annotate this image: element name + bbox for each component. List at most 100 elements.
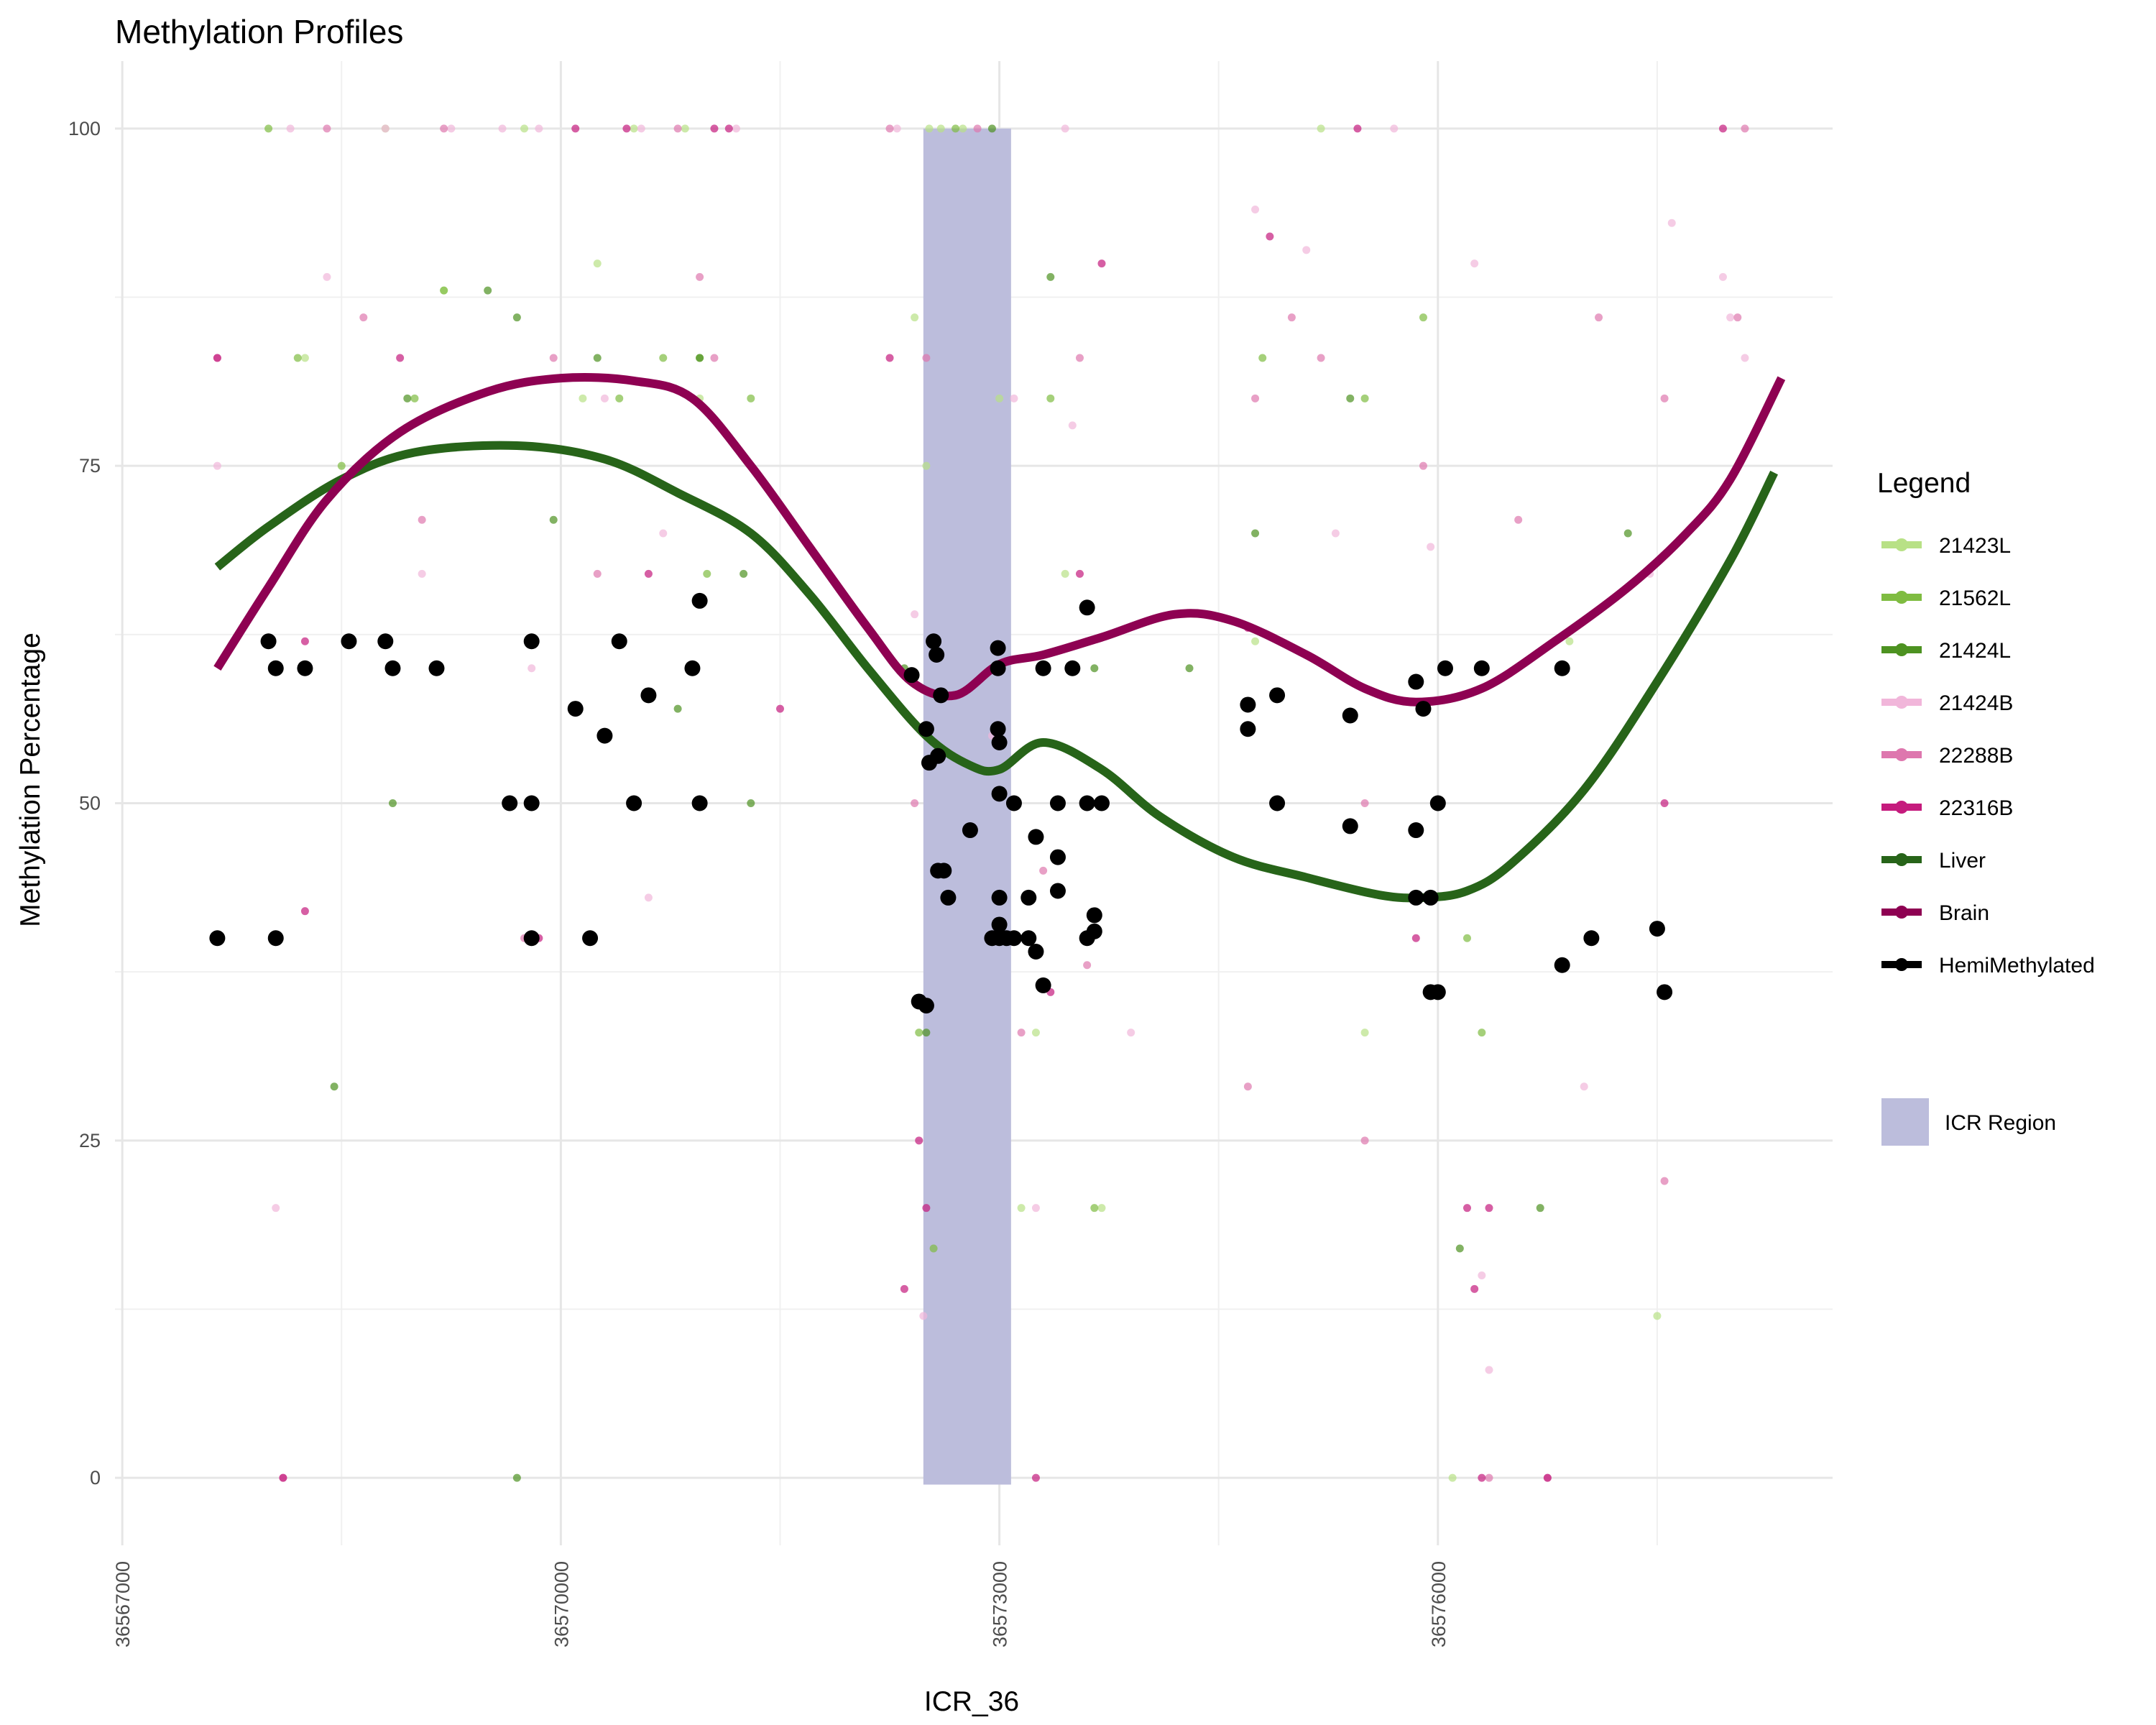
point-22288B <box>885 124 894 133</box>
point-hemimethylated <box>1028 944 1044 960</box>
point-22288B <box>1733 313 1742 322</box>
point-hemimethylated <box>962 822 978 839</box>
point-21424L <box>512 1473 521 1482</box>
x-axis-title: ICR_36 <box>924 1686 1019 1717</box>
point-21424L <box>987 124 996 133</box>
point-21562L <box>1419 313 1427 322</box>
point-hemimethylated <box>1049 849 1066 865</box>
point-hemimethylated <box>267 660 284 676</box>
legend-label: ICR Region <box>1945 1111 2056 1135</box>
point-22316B <box>775 704 784 713</box>
point-21562L <box>952 124 960 133</box>
point-hemimethylated <box>926 633 942 650</box>
point-21423L <box>1251 637 1260 645</box>
point-hemimethylated <box>341 633 357 650</box>
point-hemimethylated <box>1079 795 1095 811</box>
point-hemimethylated <box>1422 889 1439 906</box>
point-22288B <box>1660 1177 1669 1185</box>
point-hemimethylated <box>1583 930 1600 947</box>
hemimethylated-points-layer <box>209 592 1673 1014</box>
point-21424B <box>498 124 507 133</box>
legend-key-point <box>1895 801 1908 814</box>
point-22288B <box>1360 799 1369 807</box>
point-hemimethylated <box>1035 660 1051 676</box>
point-21423L <box>1448 1473 1457 1482</box>
point-21562L <box>1360 394 1369 402</box>
point-22288B <box>1039 866 1048 875</box>
point-hemimethylated <box>1429 795 1446 811</box>
y-axis-title: Methylation Percentage <box>15 632 46 927</box>
point-21424B <box>1331 529 1340 538</box>
point-22288B <box>440 124 448 133</box>
point-21424B <box>919 1312 928 1320</box>
y-tick-label: 0 <box>90 1467 101 1489</box>
point-21424B <box>1302 246 1311 254</box>
point-22288B <box>418 515 426 524</box>
point-21562L <box>337 461 346 470</box>
point-hemimethylated <box>1049 883 1066 899</box>
point-21423L <box>1317 124 1325 133</box>
point-hemimethylated <box>691 795 708 811</box>
icr-region-layer <box>923 128 1011 1485</box>
legend-title: Legend <box>1877 468 1971 499</box>
point-21424B <box>528 664 536 673</box>
point-hemimethylated <box>929 647 945 663</box>
point-hemimethylated <box>523 633 540 650</box>
smooth-lines-layer <box>213 372 1786 903</box>
legend-item-21424l: 21424L <box>1881 639 2011 663</box>
point-21424B <box>286 124 295 133</box>
point-21423L <box>922 461 931 470</box>
y-tick-label: 75 <box>79 455 101 477</box>
point-hemimethylated <box>209 930 226 947</box>
point-22288B <box>359 313 368 322</box>
legend-key-point <box>1895 591 1908 604</box>
point-22316B <box>1353 124 1362 133</box>
legend-label: Brain <box>1939 901 1989 925</box>
point-21424L <box>330 1082 338 1091</box>
point-22288B <box>593 569 602 578</box>
icr-region-rect <box>923 128 1011 1485</box>
point-21424B <box>1478 1271 1486 1280</box>
point-hemimethylated <box>1005 930 1022 947</box>
point-hemimethylated <box>930 748 946 764</box>
point-22316B <box>300 907 309 916</box>
point-hemimethylated <box>1429 984 1446 1000</box>
point-21424B <box>1251 206 1260 213</box>
legend-item-21423l: 21423L <box>1881 534 2011 558</box>
point-hemimethylated <box>1342 818 1358 834</box>
point-hemimethylated <box>684 660 701 676</box>
point-21423L <box>936 124 945 133</box>
scatter-points-layer <box>213 124 1749 1482</box>
point-21423L <box>681 124 689 133</box>
point-hemimethylated <box>1064 660 1081 676</box>
point-21424B <box>732 124 740 133</box>
point-22316B <box>1411 934 1420 942</box>
point-21562L <box>1478 1029 1486 1037</box>
legend-item-icr-region: ICR Region <box>1881 1098 2056 1146</box>
point-22316B <box>1543 1473 1552 1482</box>
point-22288B <box>1287 313 1296 322</box>
point-hemimethylated <box>991 889 1008 906</box>
point-hemimethylated <box>1408 889 1424 906</box>
point-hemimethylated <box>582 930 599 947</box>
point-21562L <box>1462 934 1471 942</box>
point-hemimethylated <box>1035 977 1051 993</box>
legend-key-point <box>1895 906 1908 919</box>
point-hemimethylated <box>1554 660 1570 676</box>
point-21424L <box>922 1029 931 1037</box>
point-21424L <box>1623 529 1632 538</box>
point-22316B <box>1075 569 1084 578</box>
point-21562L <box>703 569 711 578</box>
point-22316B <box>622 124 631 133</box>
point-22316B <box>396 354 405 362</box>
point-21424B <box>213 461 221 470</box>
point-hemimethylated <box>1005 795 1022 811</box>
legend-key-point <box>1895 748 1908 761</box>
point-hemimethylated <box>1269 687 1286 704</box>
legend: Legend 21423L 21562L 21424L 21424B 22288B 223… <box>1877 468 2095 1146</box>
point-hemimethylated <box>1093 795 1110 811</box>
point-hemimethylated <box>991 735 1008 751</box>
point-21562L <box>440 286 448 295</box>
